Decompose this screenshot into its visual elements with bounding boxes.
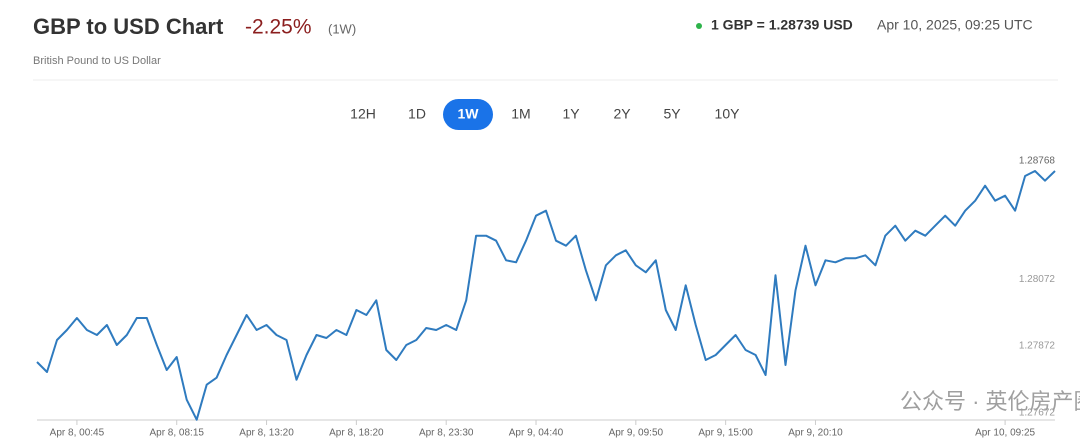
x-tick-label: Apr 8, 08:15 xyxy=(149,428,204,439)
x-tick-label: Apr 9, 09:50 xyxy=(609,428,664,439)
x-tick-label: Apr 9, 04:40 xyxy=(509,428,564,439)
range-button[interactable]: 1D xyxy=(408,106,426,122)
rate: 1 GBP = 1.28739 USD xyxy=(711,17,853,33)
x-tick-label: Apr 8, 00:45 xyxy=(50,428,105,439)
range-button[interactable]: 1Y xyxy=(562,106,580,122)
last-value-label: 1.28768 xyxy=(1019,156,1056,167)
range-button[interactable]: 10Y xyxy=(715,106,741,122)
x-tick-label: Apr 8, 13:20 xyxy=(239,428,294,439)
button-bg[interactable] xyxy=(443,99,493,130)
price-line xyxy=(36,170,1056,421)
x-tick-label: Apr 9, 15:00 xyxy=(698,428,753,439)
x-tick-label: Apr 9, 20:10 xyxy=(788,428,843,439)
range-button[interactable]: 5Y xyxy=(663,106,681,122)
period: (1W) xyxy=(328,21,356,36)
subtitle: British Pound to US Dollar xyxy=(33,55,161,67)
y-tick-label: 1.27672 xyxy=(1019,407,1056,418)
range-button[interactable]: 12H xyxy=(350,106,376,122)
title: GBP to USD Chart xyxy=(33,14,224,39)
range-button[interactable]: 2Y xyxy=(613,106,631,122)
watermark: 公众号 · 英伦房产圈 xyxy=(900,389,1080,414)
y-tick-label: 1.27872 xyxy=(1019,341,1056,352)
change: -2.25% xyxy=(245,16,312,39)
timestamp: Apr 10, 2025, 09:25 UTC xyxy=(877,17,1033,33)
x-tick-label: Apr 8, 18:20 xyxy=(329,428,384,439)
range-button[interactable]: 1W xyxy=(458,106,480,122)
x-tick-label: Apr 10, 09:25 xyxy=(975,428,1035,439)
y-tick-label: 1.28072 xyxy=(1019,274,1056,285)
x-tick-label: Apr 8, 23:30 xyxy=(419,428,474,439)
status-dot xyxy=(696,23,702,29)
range-button[interactable]: 1M xyxy=(511,106,530,122)
